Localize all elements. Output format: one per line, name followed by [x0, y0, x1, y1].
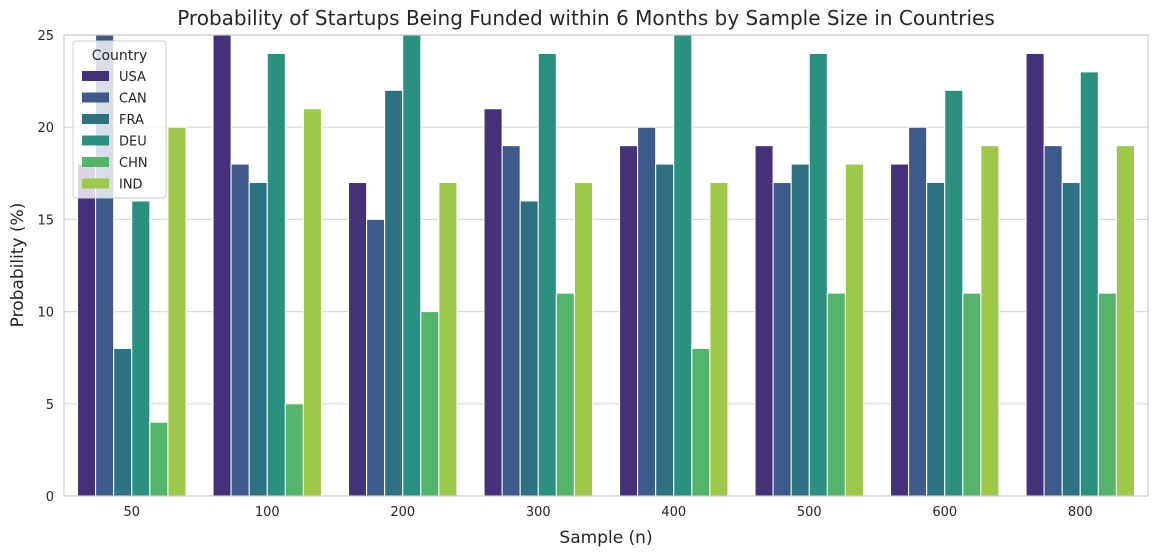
bar-usa-200	[348, 182, 368, 497]
bar-can-400	[637, 126, 657, 497]
bar-chn-300	[555, 292, 575, 497]
bar-ind-800	[1115, 145, 1135, 497]
bar-ind-200	[438, 182, 458, 497]
bar-ind-50	[167, 126, 187, 497]
bar-chn-600	[962, 292, 982, 497]
x-tick-label: 600	[932, 505, 957, 520]
bar-chn-500	[826, 292, 846, 497]
plot-frame	[63, 34, 1149, 497]
y-tick-label: 25	[37, 29, 54, 44]
x-tick-label: 400	[661, 505, 686, 520]
y-tick-labels: 0 5 10 15 20 25	[37, 29, 54, 505]
bar-can-600	[908, 126, 928, 497]
legend-swatch-fra	[82, 114, 109, 124]
bar-fra-100	[248, 182, 268, 497]
y-tick-label: 0	[46, 490, 54, 505]
bar-usa-100	[212, 34, 232, 497]
legend-swatch-deu	[82, 135, 109, 146]
bar-deu-50	[131, 200, 151, 497]
bar-usa-300	[483, 108, 503, 497]
bar-can-200	[366, 218, 386, 497]
bar-deu-800	[1079, 71, 1099, 497]
bar-usa-500	[754, 145, 774, 497]
bar-usa-50	[77, 163, 97, 497]
legend-title: Country	[92, 48, 148, 64]
bar-usa-800	[1025, 52, 1045, 497]
x-tick-label: 300	[526, 505, 551, 520]
bar-usa-400	[619, 145, 639, 497]
bar-fra-400	[655, 163, 675, 497]
bar-fra-800	[1061, 182, 1081, 497]
bar-fra-600	[926, 182, 946, 497]
bar-fra-500	[790, 163, 810, 497]
y-tick-label: 15	[37, 213, 54, 228]
legend-label-deu: DEU	[119, 135, 147, 150]
bar-chn-50	[149, 421, 169, 497]
bar-chn-800	[1097, 292, 1117, 497]
bar-can-800	[1043, 145, 1063, 497]
bar-can-500	[772, 182, 792, 497]
bar-can-100	[230, 163, 250, 497]
legend: Country USA CAN FRA DEU CHN IND	[72, 40, 167, 199]
bar-usa-600	[890, 163, 910, 497]
legend-label-chn: CHN	[119, 156, 148, 171]
bar-deu-400	[673, 34, 693, 497]
y-axis-label: Probability (%)	[8, 203, 28, 328]
bar-can-300	[501, 145, 521, 497]
legend-label-usa: USA	[119, 70, 146, 85]
legend-swatch-ind	[82, 178, 109, 189]
bar-chn-100	[284, 403, 304, 497]
bar-fra-300	[519, 200, 539, 497]
x-tick-label: 200	[390, 505, 415, 520]
bar-ind-500	[844, 163, 864, 497]
bar-deu-500	[808, 52, 828, 497]
y-tick-label: 10	[37, 306, 54, 321]
x-tick-labels: 50 100 200 300 400 500 600 800	[123, 505, 1092, 520]
x-tick-label: 800	[1068, 505, 1093, 520]
bar-deu-300	[537, 52, 557, 497]
y-tick-label: 20	[37, 121, 54, 136]
bar-deu-100	[266, 52, 286, 497]
legend-swatch-chn	[82, 157, 109, 167]
x-tick-label: 50	[123, 505, 140, 520]
bar-deu-200	[402, 34, 422, 497]
bar-chn-400	[691, 347, 711, 497]
bar-fra-50	[113, 347, 133, 497]
x-tick-label: 500	[797, 505, 822, 520]
chart-title: Probability of Startups Being Funded wit…	[177, 6, 995, 30]
bar-ind-400	[709, 182, 729, 497]
legend-swatch-usa	[82, 71, 109, 81]
bar-ind-300	[573, 182, 593, 497]
legend-swatch-can	[82, 92, 109, 103]
legend-label-fra: FRA	[119, 113, 144, 128]
legend-label-ind: IND	[119, 178, 143, 193]
bar-fra-200	[384, 89, 404, 497]
bar-ind-600	[980, 145, 1000, 497]
bar-ind-100	[302, 108, 322, 497]
legend-label-can: CAN	[119, 92, 147, 107]
y-tick-label: 5	[46, 398, 54, 413]
x-tick-label: 100	[255, 505, 280, 520]
bar-chn-200	[420, 311, 440, 497]
bar-deu-600	[944, 89, 964, 497]
x-axis-label: Sample (n)	[559, 528, 652, 548]
